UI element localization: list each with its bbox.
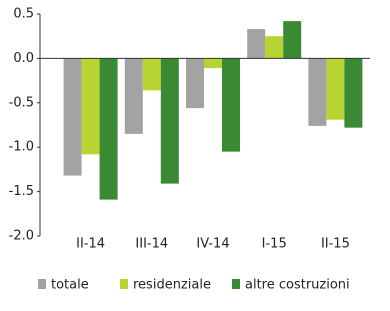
x-tick-label: I-15 — [262, 237, 287, 252]
y-tick-label: 0.5 — [13, 7, 34, 22]
bar — [265, 36, 284, 59]
bar — [283, 21, 302, 59]
legend-label: altre costruzioni — [245, 278, 350, 293]
y-tick-label: -0.5 — [9, 95, 34, 110]
legend-swatch — [232, 279, 240, 289]
bar — [124, 58, 143, 134]
bar — [326, 58, 345, 120]
bar — [81, 58, 100, 155]
legend-label: totale — [51, 278, 89, 293]
bar — [160, 58, 179, 184]
y-tick-label: 0.0 — [13, 51, 34, 66]
y-tick-label: -1.5 — [9, 184, 34, 199]
legend-label: residenziale — [133, 278, 211, 293]
bar — [222, 58, 240, 152]
x-tick-label: II-15 — [321, 237, 350, 252]
y-tick-label: -2.0 — [9, 229, 34, 244]
bar — [99, 58, 118, 200]
legend-swatch — [38, 279, 46, 289]
bar — [344, 58, 363, 128]
x-tick-label: IV-14 — [196, 237, 229, 252]
bar — [186, 58, 204, 109]
x-tick-label: II-14 — [76, 237, 105, 252]
bar — [308, 58, 327, 126]
y-tick-label: -1.0 — [9, 140, 34, 155]
bar — [63, 58, 82, 176]
bar — [247, 29, 266, 59]
bar — [142, 58, 161, 91]
x-tick-label: III-14 — [135, 237, 168, 252]
legend-swatch — [120, 279, 128, 289]
bar — [204, 58, 222, 69]
